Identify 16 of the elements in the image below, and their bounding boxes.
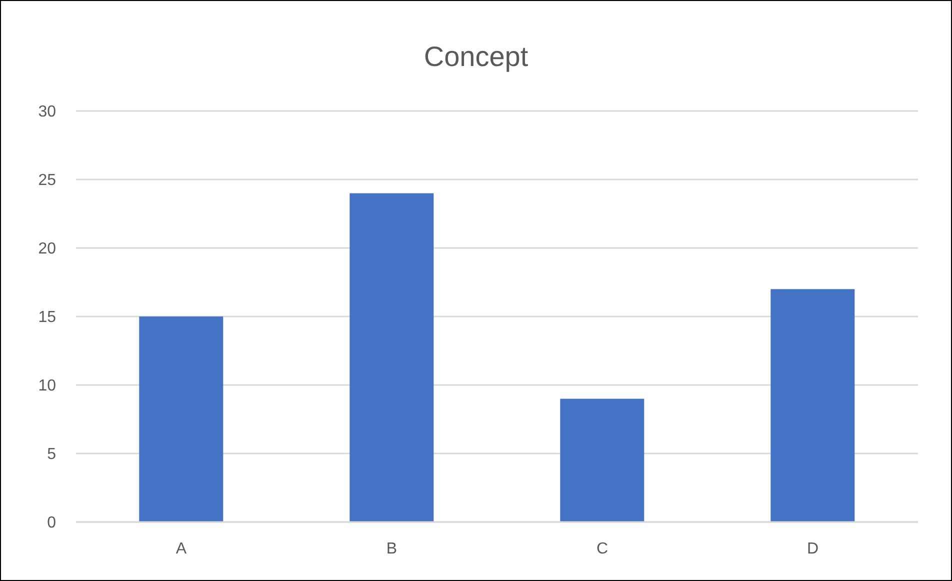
- bar: [560, 398, 644, 522]
- x-tick-label: D: [806, 540, 819, 558]
- y-tick-label: 15: [38, 309, 56, 326]
- y-tick-label: 20: [38, 240, 56, 258]
- bar: [770, 289, 855, 522]
- y-tick-label: 30: [38, 104, 56, 121]
- chart-title: Concept: [422, 41, 530, 73]
- bar: [139, 316, 224, 522]
- bar: [350, 193, 434, 522]
- x-tick-label: C: [596, 540, 608, 558]
- y-tick-label: 5: [47, 446, 56, 464]
- y-tick-label: 25: [38, 172, 56, 190]
- x-tick-label: B: [386, 540, 398, 558]
- x-tick-label: A: [176, 540, 187, 558]
- y-tick-label: 10: [38, 378, 56, 395]
- y-tick-label: 0: [47, 514, 56, 532]
